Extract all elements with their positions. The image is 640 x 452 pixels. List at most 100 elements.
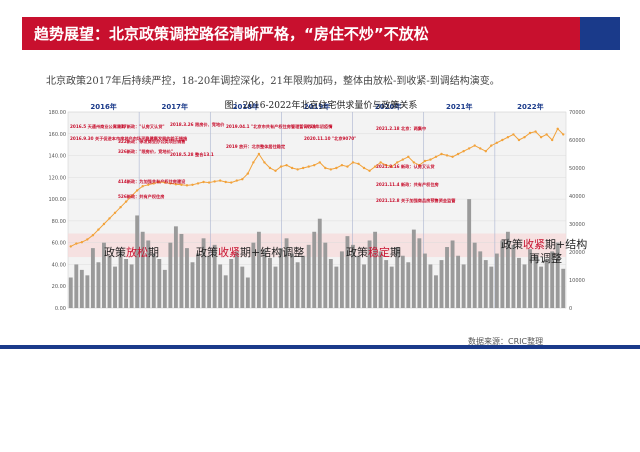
policy-annotation: 317新政："认房又认贷" bbox=[118, 123, 165, 130]
left-tick-label: 100.00 bbox=[49, 197, 67, 203]
bar bbox=[395, 247, 400, 308]
price-point bbox=[191, 183, 194, 186]
bar bbox=[428, 264, 433, 308]
price-point bbox=[528, 131, 532, 135]
year-label: 2016年 bbox=[90, 102, 116, 111]
right-tick-label: 10000 bbox=[569, 278, 585, 284]
price-point bbox=[479, 147, 482, 150]
bar bbox=[500, 240, 505, 308]
bar bbox=[544, 260, 549, 308]
left-tick-label: 160.00 bbox=[49, 132, 67, 138]
right-tick-label: 30000 bbox=[569, 222, 585, 228]
bar bbox=[445, 247, 449, 308]
bar bbox=[312, 231, 317, 308]
bar bbox=[400, 255, 405, 308]
bar bbox=[207, 255, 212, 308]
price-point bbox=[357, 162, 360, 165]
price-point bbox=[484, 150, 487, 153]
year-label: 2019年 bbox=[304, 102, 330, 111]
right-tick-label: 50000 bbox=[569, 166, 585, 172]
bar bbox=[561, 268, 566, 308]
bar bbox=[555, 242, 560, 308]
policy-annotation: 526新政：共有产权住房 bbox=[118, 193, 164, 200]
bar bbox=[301, 255, 306, 308]
price-point bbox=[401, 158, 404, 161]
right-tick-label: 70000 bbox=[569, 110, 585, 116]
year-label: 2017年 bbox=[161, 102, 187, 111]
price-point bbox=[185, 184, 189, 187]
price-point bbox=[152, 182, 155, 185]
price-point bbox=[562, 133, 565, 136]
bar bbox=[373, 231, 378, 308]
price-point bbox=[324, 166, 327, 170]
plot-area bbox=[67, 111, 567, 309]
bar bbox=[334, 266, 339, 308]
price-point bbox=[207, 181, 211, 184]
price-point bbox=[517, 138, 521, 142]
price-point bbox=[218, 179, 222, 182]
price-point bbox=[97, 228, 100, 231]
price-point bbox=[130, 194, 133, 198]
price-point bbox=[124, 200, 128, 203]
bar bbox=[229, 259, 234, 308]
bar bbox=[323, 242, 328, 308]
year-label: 2018年 bbox=[233, 102, 259, 111]
right-tick-label: 60000 bbox=[569, 138, 585, 144]
bar bbox=[162, 269, 167, 308]
bar bbox=[179, 233, 184, 308]
bar bbox=[273, 266, 278, 308]
price-point bbox=[384, 164, 388, 167]
price-point bbox=[113, 211, 117, 214]
bar bbox=[351, 244, 355, 308]
price-point bbox=[307, 165, 310, 168]
policy-annotation: 2021.11.4 新政：共有产权住房 bbox=[376, 181, 439, 188]
policy-annotation: 2016.5 天通州商业公寓限购 bbox=[70, 123, 125, 130]
price-point bbox=[290, 166, 294, 170]
title-accent bbox=[580, 17, 620, 50]
price-point bbox=[434, 155, 438, 158]
bar bbox=[245, 277, 250, 308]
phase-label: 政策放松期 bbox=[104, 245, 159, 259]
bar bbox=[190, 262, 195, 308]
phase-label: 政策收紧期+结构调整 bbox=[196, 245, 304, 259]
bar bbox=[517, 257, 521, 308]
bar bbox=[256, 231, 261, 308]
price-point bbox=[235, 179, 238, 182]
bar bbox=[511, 244, 516, 308]
title-bar: 趋势展望：北京政策调控路径清晰严格，“房住不炒”不放松 bbox=[22, 17, 620, 50]
bar bbox=[107, 255, 112, 308]
bar bbox=[240, 266, 245, 308]
bar bbox=[234, 251, 239, 308]
bar bbox=[262, 249, 267, 308]
price-point bbox=[202, 180, 205, 184]
price-point bbox=[141, 185, 144, 188]
bar bbox=[268, 257, 272, 308]
price-point bbox=[246, 172, 250, 175]
price-point bbox=[119, 206, 122, 209]
chart-svg: 0.00 20.00 40.00 60.00 80.00 100.00 120.00 140.… bbox=[49, 102, 588, 312]
chart-container: 图：2016-2022年北京住宅供求量价与政策关系 0.00 20.00 40.00… bbox=[46, 98, 596, 338]
left-tick-label: 0.00 bbox=[55, 306, 66, 312]
policy-annotation: 2019.04.1 "北京市共有产权住房管理暂行办法" bbox=[226, 123, 318, 130]
price-point bbox=[346, 165, 349, 168]
left-tick-label: 40.00 bbox=[52, 262, 66, 268]
price-point bbox=[279, 165, 283, 168]
price-point bbox=[451, 155, 454, 158]
price-point bbox=[335, 166, 338, 170]
price-point bbox=[373, 165, 377, 168]
bar bbox=[505, 231, 510, 308]
bar bbox=[489, 266, 494, 308]
bar bbox=[472, 242, 477, 308]
price-point bbox=[396, 161, 399, 164]
bar bbox=[328, 259, 333, 308]
bar bbox=[146, 240, 151, 308]
price-point bbox=[545, 133, 548, 136]
bar bbox=[306, 244, 311, 308]
price-point bbox=[495, 141, 499, 144]
price-point bbox=[135, 189, 139, 192]
price-point bbox=[429, 158, 432, 161]
bar bbox=[218, 264, 223, 308]
policy-annotation: 414新政：为加强共有产权住房建设 bbox=[118, 178, 186, 185]
bar bbox=[378, 251, 383, 308]
bar bbox=[151, 253, 156, 308]
